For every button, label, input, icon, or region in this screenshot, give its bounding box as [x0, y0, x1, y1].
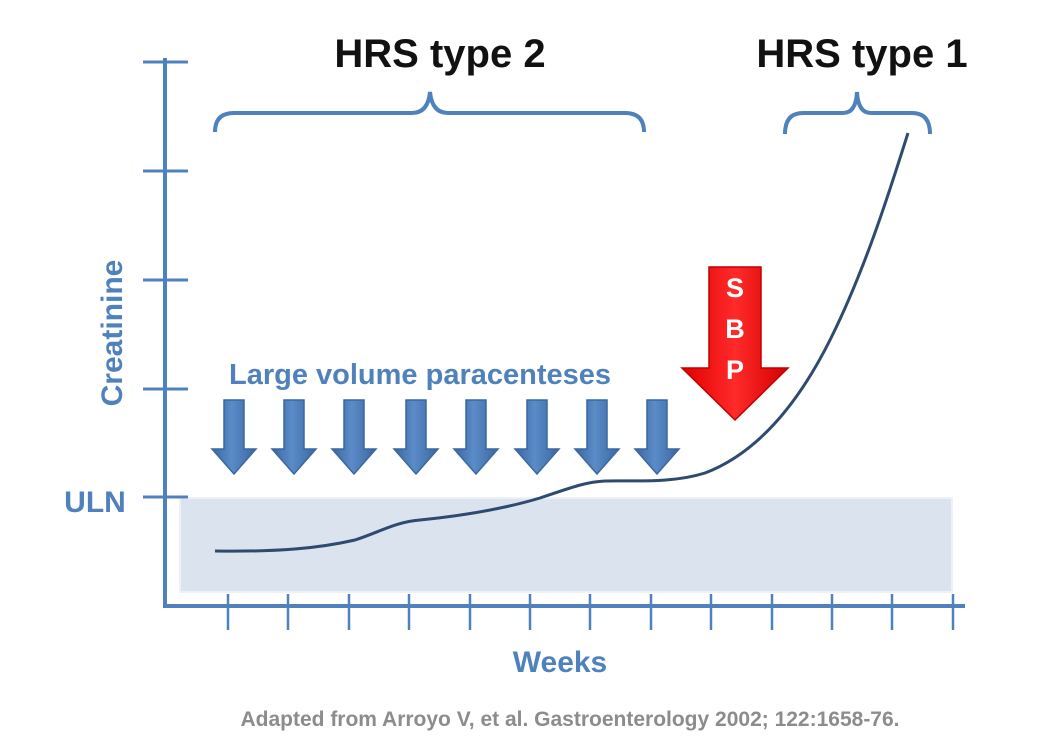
- paracentesis-arrow: [452, 399, 500, 476]
- hrs-type1-title: HRS type 1: [756, 32, 967, 76]
- citation: Adapted from Arroyo V, et al. Gastroente…: [240, 708, 899, 731]
- sbp-letter-b: B: [725, 314, 745, 344]
- paracentesis-arrow: [513, 399, 561, 476]
- sbp-letter-p: P: [726, 355, 744, 385]
- paracentesis-arrow: [270, 399, 318, 476]
- y-axis-ticks: [143, 60, 188, 499]
- y-axis-label: Creatinine: [96, 260, 129, 407]
- hrs-type1-brace: [783, 91, 932, 135]
- hrs-type2-title: HRS type 2: [334, 32, 545, 76]
- uln-label: ULN: [64, 486, 126, 519]
- paracentesis-arrow: [573, 399, 621, 476]
- hrs-type2-brace: [213, 91, 646, 133]
- paracentesis-label: Large volume paracenteses: [229, 359, 611, 391]
- sbp-arrow: [680, 266, 790, 422]
- sbp-letter-s: S: [726, 273, 744, 303]
- x-axis-ticks: [226, 594, 955, 630]
- paracentesis-arrow: [210, 399, 258, 476]
- normal-range-band: [179, 497, 953, 593]
- creatinine-curve: [214, 132, 910, 553]
- paracentesis-arrows: [210, 399, 681, 476]
- paracentesis-arrow: [330, 399, 378, 476]
- paracentesis-arrow: [392, 399, 440, 476]
- paracentesis-arrow: [633, 399, 681, 476]
- x-axis-label: Weeks: [513, 646, 608, 679]
